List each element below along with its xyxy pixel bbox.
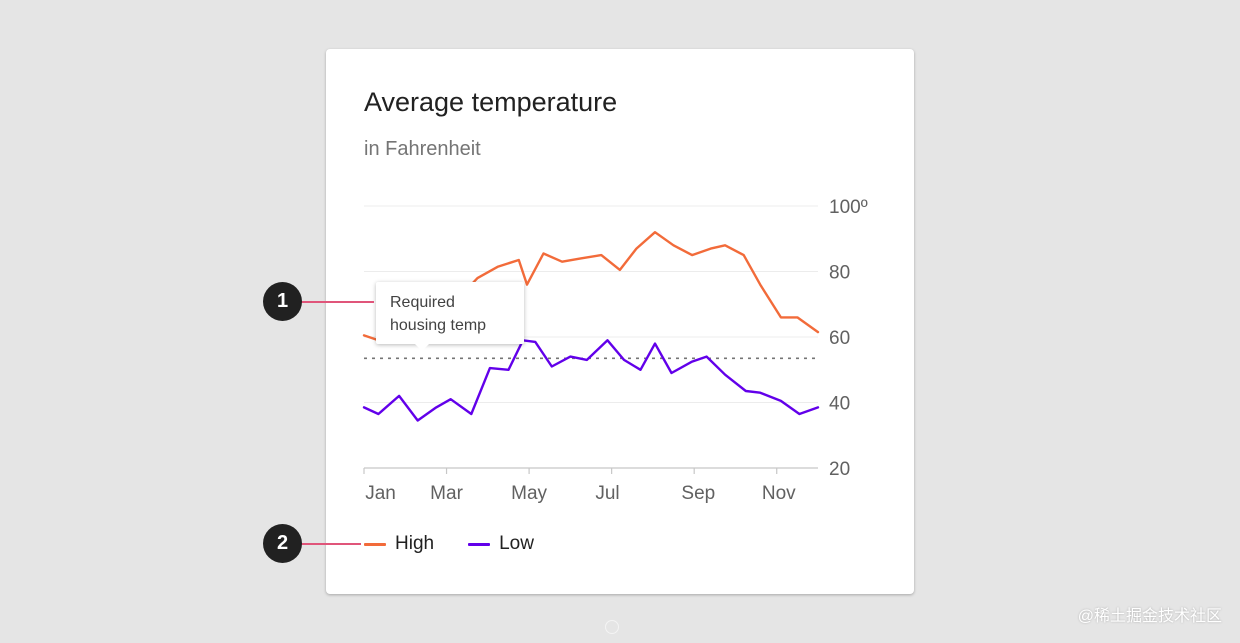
callout-1-line bbox=[301, 301, 374, 303]
callout-badge-1: 1 bbox=[263, 282, 302, 321]
chart-subtitle: in Fahrenheit bbox=[364, 138, 481, 160]
threshold-tooltip: Required housing temp bbox=[376, 282, 524, 351]
y-tick-label: 60 bbox=[829, 328, 850, 349]
callout-badge-2: 2 bbox=[263, 524, 302, 563]
x-tick-label: Nov bbox=[762, 483, 796, 504]
x-tick-label: Sep bbox=[681, 483, 715, 504]
legend-label-high: High bbox=[395, 533, 435, 554]
y-tick-label: 20 bbox=[829, 459, 850, 480]
y-tick-label: 80 bbox=[829, 263, 850, 284]
tooltip-arrow bbox=[414, 343, 430, 351]
tooltip-line-1: Required bbox=[390, 294, 455, 311]
legend-swatch-high bbox=[364, 542, 386, 546]
x-tick-label: Jan bbox=[365, 483, 396, 504]
chart-axes bbox=[363, 467, 818, 474]
tooltip-line-2: housing temp bbox=[390, 317, 487, 334]
x-tick-label: Mar bbox=[430, 483, 463, 504]
y-tick-label: 100º bbox=[829, 197, 868, 218]
callout-2-line bbox=[301, 543, 361, 545]
watermark: @稀土掘金技术社区 bbox=[1077, 608, 1222, 625]
legend-item-high[interactable]: High bbox=[364, 533, 434, 555]
x-tick-label: May bbox=[511, 483, 547, 504]
chart-legend: High Low bbox=[364, 531, 534, 557]
y-tick-label: 40 bbox=[829, 394, 850, 415]
chart-card: Average temperature in Fahrenheit 20 40 60… bbox=[326, 49, 914, 594]
legend-label-low: Low bbox=[499, 533, 534, 554]
x-tick-label: Jul bbox=[595, 483, 619, 504]
chart-title: Average temperature bbox=[364, 87, 618, 117]
page-dot-icon bbox=[605, 620, 619, 634]
line-chart: 20 40 60 80 100º Jan Mar May Jul Sep Nov bbox=[362, 197, 868, 504]
series-line-low bbox=[362, 339, 820, 422]
legend-swatch-low bbox=[468, 542, 491, 546]
legend-item-low[interactable]: Low bbox=[468, 533, 534, 555]
tick-labels: 20 40 60 80 100º Jan Mar May Jul Sep Nov bbox=[365, 197, 868, 504]
